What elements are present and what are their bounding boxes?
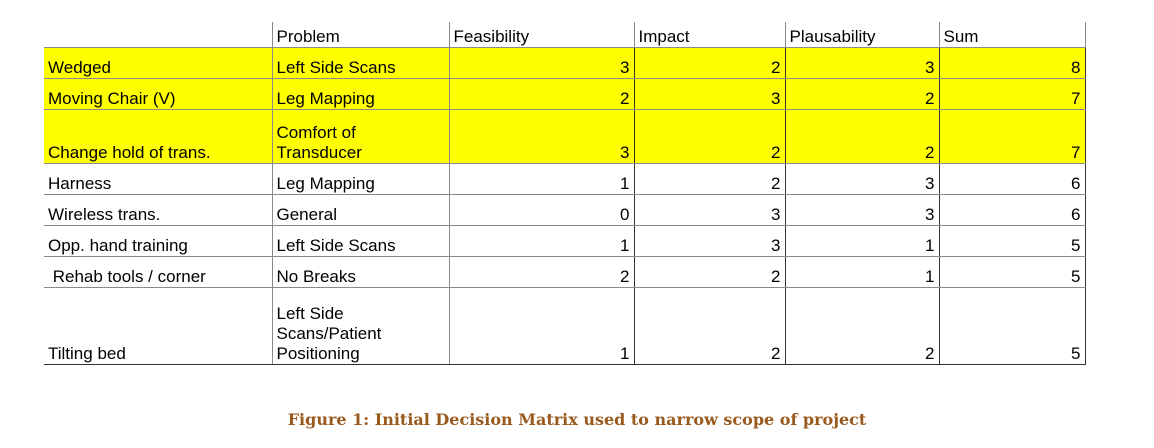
decision-matrix-table: Problem Feasibility Impact Plausability … <box>44 22 1086 365</box>
header-plausability: Plausability <box>784 22 940 48</box>
header-impact: Impact <box>633 22 786 48</box>
sum-cell: 5 <box>938 225 1086 257</box>
figure-caption: Figure 1: Initial Decision Matrix used t… <box>287 410 867 429</box>
plausability-cell: 2 <box>784 287 940 365</box>
sum-cell: 6 <box>938 194 1086 226</box>
solution-cell: Rehab tools / corner <box>44 256 273 288</box>
problem-cell: Leg Mapping <box>271 78 450 110</box>
impact-cell: 2 <box>633 256 786 288</box>
plausability-cell: 2 <box>784 109 940 164</box>
solution-cell: Moving Chair (V) <box>44 78 273 110</box>
table-row: Opp. hand training Left Side Scans 1 3 1… <box>44 225 1086 257</box>
header-row: Problem Feasibility Impact Plausability … <box>44 22 1086 48</box>
sum-cell: 6 <box>938 163 1086 195</box>
solution-cell: Wedged <box>44 47 273 79</box>
impact-cell: 3 <box>633 78 786 110</box>
impact-cell: 2 <box>633 47 786 79</box>
table-row: Wedged Left Side Scans 3 2 3 8 <box>44 47 1086 79</box>
plausability-cell: 3 <box>784 163 940 195</box>
sum-cell: 8 <box>938 47 1086 79</box>
header-problem: Problem <box>271 22 450 48</box>
problem-cell: Left Side Scans/Patient Positioning <box>271 287 450 365</box>
plausability-cell: 2 <box>784 78 940 110</box>
feasibility-cell: 2 <box>448 78 635 110</box>
plausability-cell: 1 <box>784 225 940 257</box>
impact-cell: 2 <box>633 163 786 195</box>
problem-cell: No Breaks <box>271 256 450 288</box>
solution-cell: Wireless trans. <box>44 194 273 226</box>
problem-cell: Comfort of Transducer <box>271 109 450 164</box>
solution-cell: Change hold of trans. <box>44 109 273 164</box>
sum-cell: 7 <box>938 109 1086 164</box>
feasibility-cell: 1 <box>448 163 635 195</box>
solution-cell: Harness <box>44 163 273 195</box>
problem-cell: General <box>271 194 450 226</box>
feasibility-cell: 1 <box>448 287 635 365</box>
feasibility-cell: 3 <box>448 47 635 79</box>
table-row: Change hold of trans. Comfort of Transdu… <box>44 109 1086 164</box>
sum-cell: 5 <box>938 256 1086 288</box>
header-sum: Sum <box>938 22 1086 48</box>
problem-cell: Left Side Scans <box>271 47 450 79</box>
feasibility-cell: 2 <box>448 256 635 288</box>
sum-cell: 5 <box>938 287 1086 365</box>
plausability-cell: 1 <box>784 256 940 288</box>
sum-cell: 7 <box>938 78 1086 110</box>
problem-cell: Leg Mapping <box>271 163 450 195</box>
problem-cell: Left Side Scans <box>271 225 450 257</box>
impact-cell: 3 <box>633 194 786 226</box>
table-row: Moving Chair (V) Leg Mapping 2 3 2 7 <box>44 78 1086 110</box>
table-row: Tilting bed Left Side Scans/Patient Posi… <box>44 287 1086 365</box>
impact-cell: 2 <box>633 109 786 164</box>
header-corner-cell <box>44 22 273 48</box>
table-row: Wireless trans. General 0 3 3 6 <box>44 194 1086 226</box>
header-feasibility: Feasibility <box>448 22 635 48</box>
impact-cell: 2 <box>633 287 786 365</box>
solution-cell: Opp. hand training <box>44 225 273 257</box>
feasibility-cell: 1 <box>448 225 635 257</box>
table-row: Rehab tools / corner No Breaks 2 2 1 5 <box>44 256 1086 288</box>
plausability-cell: 3 <box>784 194 940 226</box>
solution-cell: Tilting bed <box>44 287 273 365</box>
impact-cell: 3 <box>633 225 786 257</box>
feasibility-cell: 0 <box>448 194 635 226</box>
feasibility-cell: 3 <box>448 109 635 164</box>
table-row: Harness Leg Mapping 1 2 3 6 <box>44 163 1086 195</box>
plausability-cell: 3 <box>784 47 940 79</box>
